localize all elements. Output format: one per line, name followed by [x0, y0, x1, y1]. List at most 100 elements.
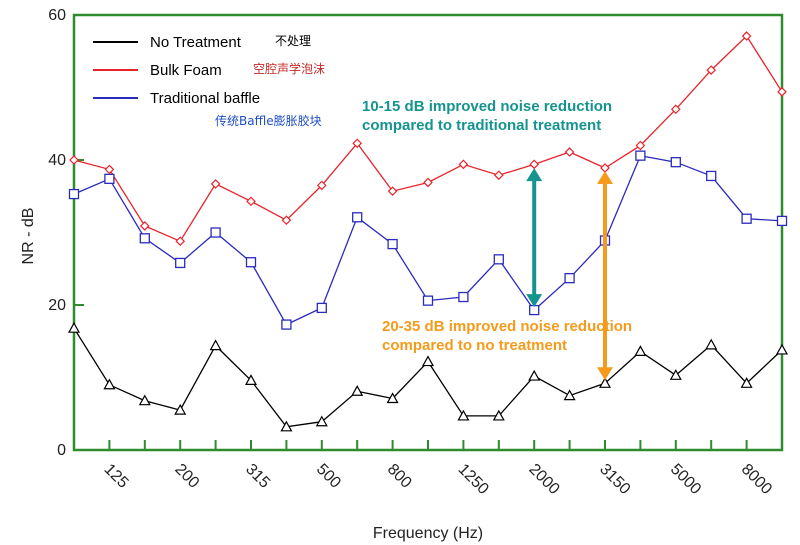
legend-label-cn: 空腔声学泡沫 [253, 61, 325, 76]
annotation-arrow-head [597, 170, 613, 184]
data-point [104, 164, 115, 175]
data-point [741, 213, 752, 224]
data-point [564, 147, 575, 157]
x-tick-label: 315 [242, 461, 273, 492]
data-point [351, 385, 364, 396]
data-point [458, 291, 469, 303]
x-tick-label: 125 [101, 461, 132, 492]
data-point [280, 420, 293, 432]
y-axis: 0 20 40 60 [48, 7, 84, 459]
annotation-line-1: 20-35 dB improved noise reduction [382, 318, 632, 335]
y-axis-title: NR - dB [20, 208, 37, 265]
annotation-line-2: compared to no treatment [382, 337, 567, 354]
data-point [457, 409, 470, 421]
legend-label-cn: 不处理 [275, 34, 311, 48]
series-bulk-foam [69, 31, 787, 247]
data-point [528, 369, 541, 381]
data-point [175, 236, 186, 247]
data-point [564, 273, 575, 284]
data-point [67, 321, 81, 333]
data-series [67, 31, 789, 432]
data-point [634, 345, 647, 356]
plot-frame [72, 13, 784, 452]
data-point [670, 157, 681, 168]
legend-label: No Treatment [150, 34, 242, 51]
data-point [316, 180, 327, 191]
data-point [669, 369, 682, 380]
data-point [706, 65, 717, 75]
data-point [103, 378, 116, 390]
x-tick-label: 3150 [596, 461, 633, 498]
data-point [244, 374, 258, 385]
data-point [210, 179, 221, 189]
y-tick-label: 40 [48, 152, 66, 169]
legend-label-cn: 传统Baffle膨胀胶块 [215, 113, 322, 128]
data-point [706, 170, 717, 182]
y-tick-label: 60 [48, 7, 66, 24]
data-point [777, 87, 787, 97]
data-point [776, 215, 788, 227]
data-point [493, 170, 504, 181]
y-tick-label: 20 [48, 297, 66, 314]
data-point [352, 212, 363, 223]
x-tick-label: 800 [384, 461, 415, 492]
data-point [600, 163, 610, 173]
data-point [104, 173, 115, 185]
data-point [281, 215, 292, 226]
data-point [775, 343, 789, 355]
data-point [245, 257, 257, 268]
data-point [598, 377, 612, 388]
data-point [139, 221, 150, 231]
x-axis: 125 200 315 500 800 1250 2000 3150 5000 8000 [73, 440, 783, 498]
data-point [316, 302, 327, 314]
data-point [175, 257, 186, 269]
x-axis-title: Frequency (Hz) [373, 525, 483, 542]
annotation-arrow-head [526, 168, 543, 182]
data-point [458, 159, 469, 170]
data-point [315, 415, 328, 427]
annotations: 10-15 dB improved noise reduction compare… [362, 98, 632, 381]
data-point [68, 188, 80, 200]
data-point [138, 394, 151, 406]
legend-label: Bulk Foam [150, 62, 222, 79]
y-tick-label: 0 [57, 442, 66, 459]
data-point [493, 254, 504, 265]
data-point [741, 31, 752, 41]
x-tick-label: 200 [171, 461, 202, 492]
data-point [174, 403, 187, 415]
annotation-line-2: compared to traditional treatment [362, 117, 601, 134]
data-point [740, 377, 753, 388]
x-tick-label: 1250 [455, 461, 492, 498]
data-point [209, 339, 222, 351]
data-point [423, 177, 433, 188]
data-point [635, 150, 646, 161]
annotation-line-1: 10-15 dB improved noise reduction [362, 98, 612, 115]
data-point [529, 159, 540, 170]
annotation-arrow-head [597, 367, 613, 381]
data-point [246, 196, 256, 207]
data-point [386, 392, 399, 404]
data-point [670, 104, 681, 115]
data-point [387, 186, 398, 197]
data-point [210, 227, 221, 238]
legend: No Treatment 不处理 Bulk Foam 空腔声学泡沫 Traditiona… [93, 34, 325, 128]
series-traditional-baffle [68, 150, 788, 330]
data-point [421, 355, 435, 367]
data-point [492, 409, 505, 421]
data-point [69, 155, 79, 165]
data-point [635, 140, 646, 151]
data-point [387, 238, 398, 250]
data-point [422, 295, 434, 306]
x-tick-label: 2000 [525, 461, 562, 498]
x-tick-label: 500 [313, 461, 344, 492]
legend-label: Traditional baffle [150, 90, 260, 107]
data-point [705, 338, 718, 350]
data-point [281, 319, 292, 330]
annotation-arrow-head [526, 294, 543, 308]
data-point [139, 233, 150, 244]
series-no-treatment [67, 321, 789, 432]
x-tick-label: 8000 [738, 461, 775, 498]
data-point [563, 389, 576, 401]
data-point [352, 138, 363, 149]
